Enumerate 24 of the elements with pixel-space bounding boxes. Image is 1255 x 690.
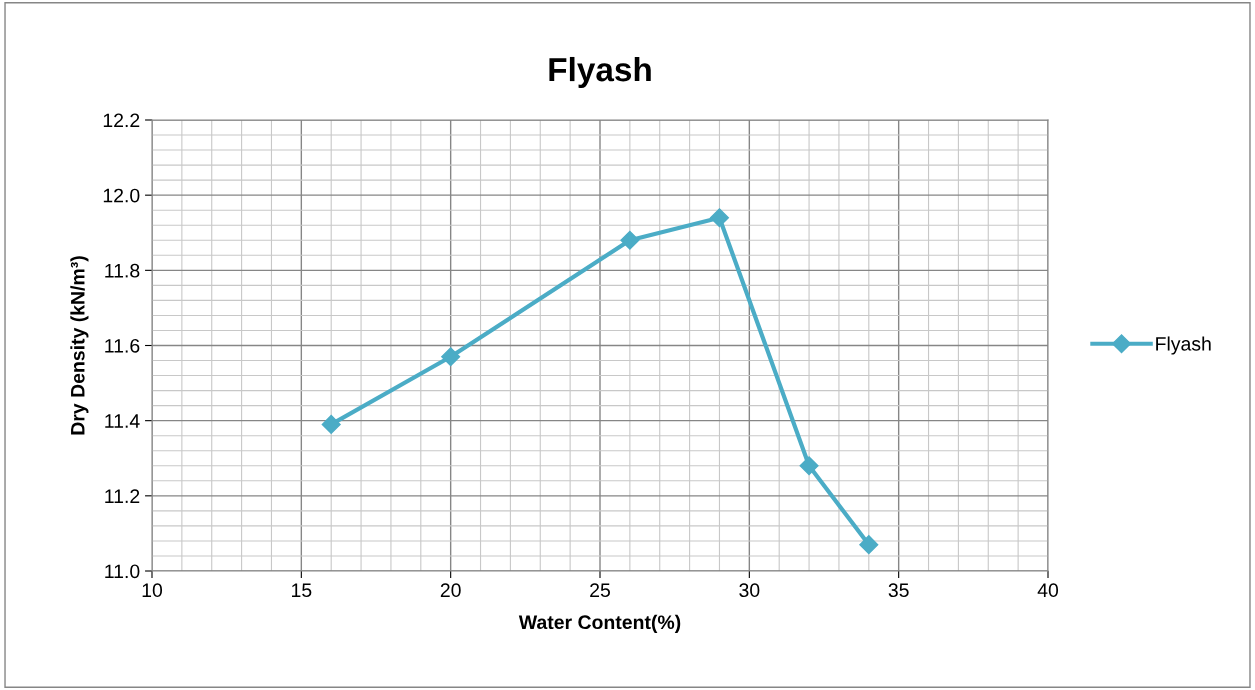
x-tick-label: 30 [739, 583, 760, 598]
y-tick-label: 11.0 [105, 564, 140, 579]
point [799, 456, 819, 476]
point [709, 208, 730, 228]
y-tick-label: 12.0 [103, 188, 140, 203]
x-axis-title: Water Content(%) [518, 614, 681, 633]
y-tick-label: 11.6 [105, 338, 140, 353]
x-tick-label: 25 [590, 583, 610, 598]
y-tick-label: 11.2 [105, 489, 140, 503]
y-tick-label: 12.2 [103, 113, 140, 128]
y-axis-title: Dry Density (kN/m³) [70, 256, 89, 435]
point [859, 535, 879, 555]
y-tick-label: 11.4 [105, 414, 140, 428]
x-tick-label: 20 [440, 583, 461, 598]
point [620, 230, 640, 250]
point [441, 347, 461, 367]
x-tick-label: 35 [888, 583, 909, 598]
legend-label: Flyash [1156, 336, 1211, 355]
point [321, 414, 341, 434]
x-tick-label: 15 [292, 583, 312, 598]
x-tick-label: 10 [142, 583, 163, 598]
x-tick-label: 40 [1037, 583, 1059, 598]
chart-title: Flyash [549, 56, 651, 89]
y-tick-label: 11.8 [105, 263, 140, 278]
